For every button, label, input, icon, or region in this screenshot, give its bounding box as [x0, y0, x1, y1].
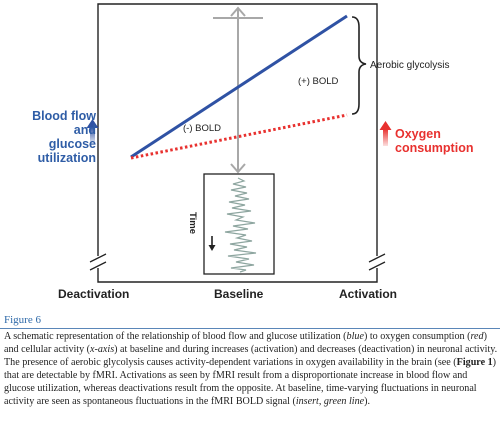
caption-text: ) and cellular activity (: [4, 331, 487, 355]
figure-title: Figure 6: [4, 314, 41, 326]
aerobic-glycolysis-label: Aerobic glycolysis: [370, 60, 450, 71]
time-label: Time: [187, 212, 198, 235]
caption-text: ).: [364, 395, 371, 407]
frame-lower: [97, 268, 378, 283]
baseline-label: Baseline: [214, 287, 264, 301]
caption-text: ) that are detectable by fMRI. Activatio…: [4, 356, 497, 407]
caption-divider: [0, 328, 500, 329]
caption-emphasis-green: green line: [323, 395, 365, 407]
deactivation-label: Deactivation: [58, 287, 130, 301]
oxygen-up-arrow: [379, 121, 392, 146]
blood-flow-label-line-3: glucose: [48, 137, 96, 151]
caption-figure-reference[interactable]: Figure 1: [456, 356, 493, 368]
schematic-diagram: [86, 3, 392, 283]
blood-flow-label-line-4: utilization: [37, 151, 96, 165]
caption-text: ,: [318, 395, 324, 407]
axis-break-left: [89, 253, 107, 271]
bold-fluctuation-trace: [224, 177, 257, 273]
oxygen-consumption-label: Oxygen consumption: [395, 127, 473, 155]
frame-upper: [97, 3, 378, 256]
positive-bold-label: (+) BOLD: [298, 76, 339, 87]
blood-flow-line: [130, 14, 348, 159]
oxygen-consumption-line: [130, 113, 348, 160]
figure-panel: Blood flow and glucose utilization Oxyge…: [0, 3, 473, 301]
baseline-axis-arrow: [213, 6, 263, 174]
blood-flow-up-arrow: [86, 119, 99, 143]
caption-emphasis-red: red: [470, 331, 484, 342]
caption-emphasis-insert: insert: [295, 395, 319, 407]
caption-text: ) at baseline and during increases (acti…: [4, 343, 498, 368]
caption-emphasis-xaxis: x-axis: [90, 343, 115, 355]
caption-text: ) to oxygen consumption (: [363, 331, 471, 342]
blood-flow-label: Blood flow and glucose utilization: [0, 109, 96, 165]
time-arrow: [208, 236, 216, 251]
blood-flow-label-line-1: Blood flow: [32, 109, 96, 123]
figure-caption: A schematic representation of the relati…: [4, 331, 498, 408]
negative-bold-label: (-) BOLD: [183, 123, 221, 134]
blood-flow-label-line-2: and: [73, 123, 96, 137]
oxygen-label-line-2: consumption: [395, 141, 474, 155]
aerobic-glycolysis-brace: [351, 16, 367, 115]
caption-text: A schematic representation of the relati…: [4, 331, 347, 342]
axis-break-right: [368, 253, 386, 271]
caption-emphasis-blue: blue: [346, 331, 364, 342]
activation-label: Activation: [339, 287, 398, 301]
oxygen-label-line-1: Oxygen: [395, 127, 441, 141]
